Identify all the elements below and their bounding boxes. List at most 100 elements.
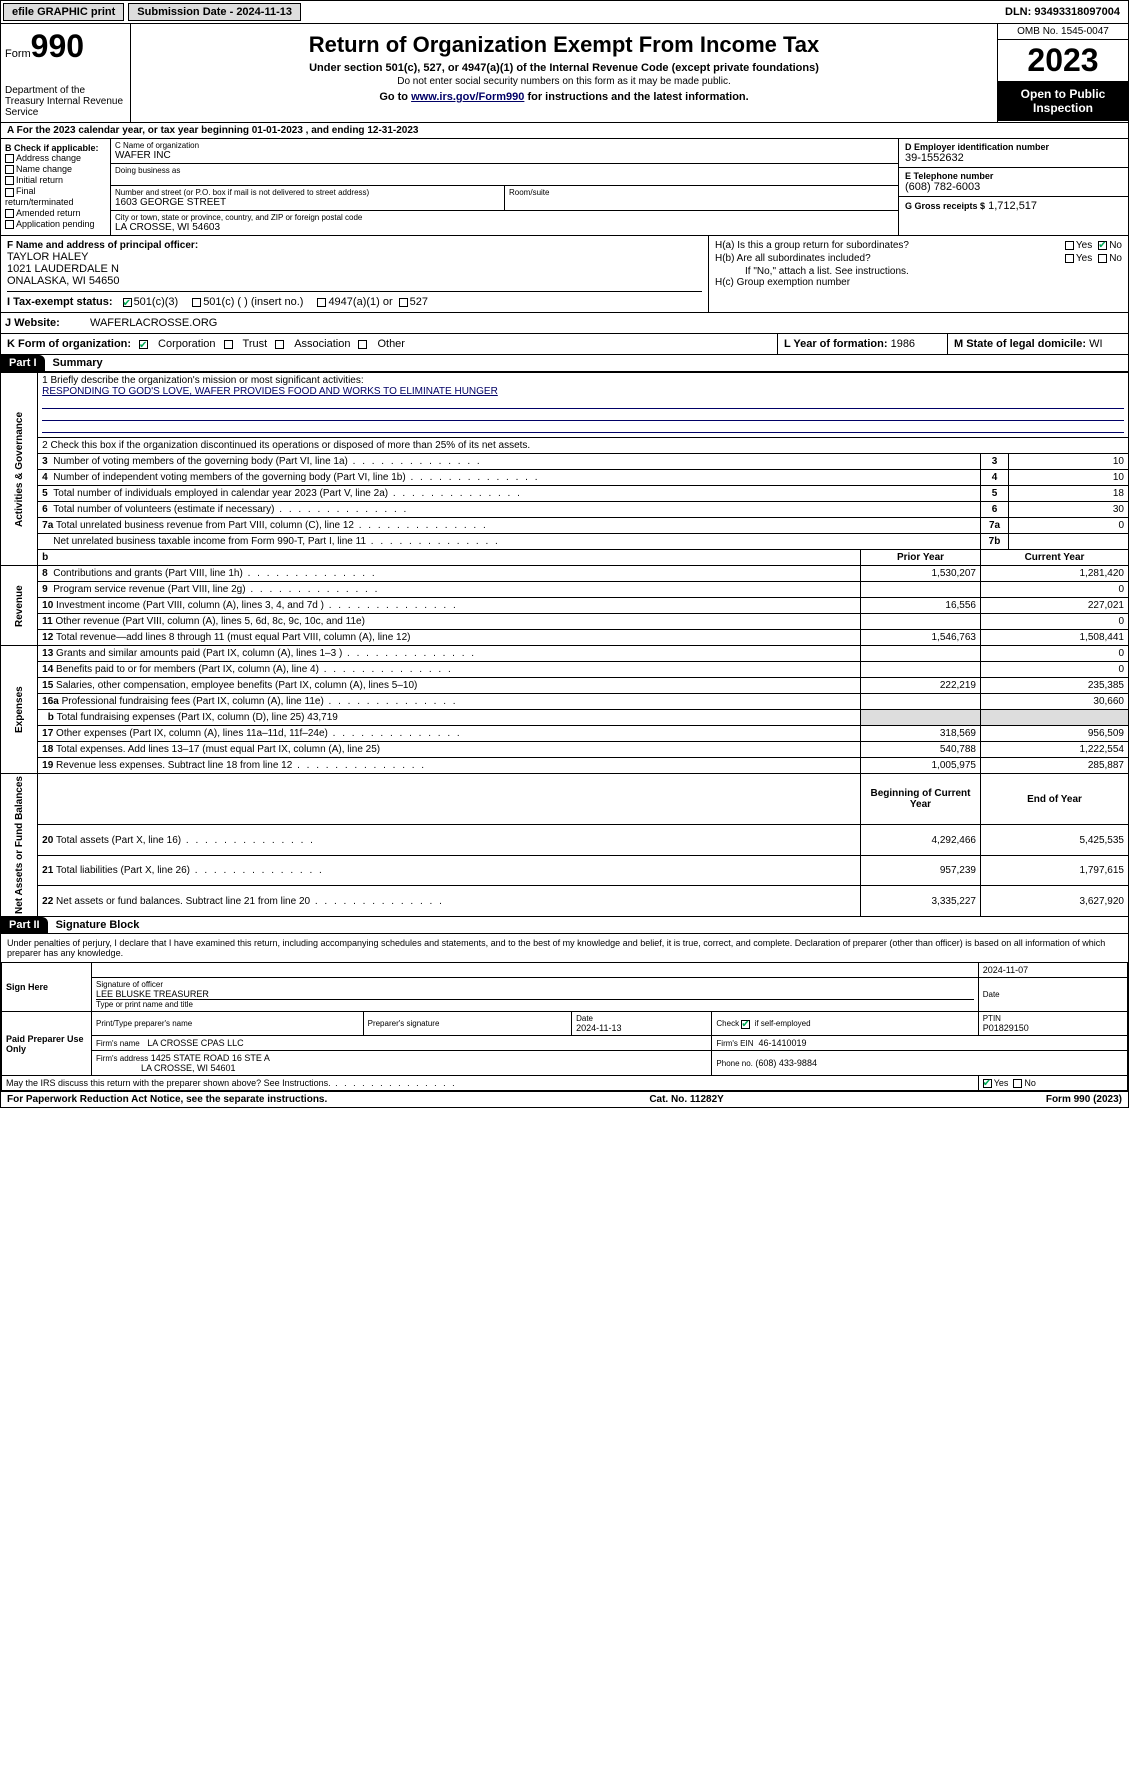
part1-num: Part I xyxy=(1,355,45,371)
hc-label: H(c) Group exemption number xyxy=(715,277,850,288)
chk-addr-change[interactable]: Address change xyxy=(5,153,106,163)
open-public-badge: Open to Public Inspection xyxy=(998,81,1128,121)
table-row: 5 Total number of individuals employed i… xyxy=(1,486,1129,502)
c-name-val: WAFER INC xyxy=(115,150,894,161)
c-addr-val: 1603 GEORGE STREET xyxy=(115,197,500,208)
j-val: WAFERLACROSSE.ORG xyxy=(86,313,1128,333)
chk-501c[interactable] xyxy=(192,298,201,307)
chk-4947[interactable] xyxy=(317,298,326,307)
section-rev: Revenue xyxy=(1,566,38,646)
c-name-label: C Name of organization xyxy=(115,141,894,150)
efile-btn[interactable]: efile GRAPHIC print xyxy=(3,3,124,21)
section-bcd: B Check if applicable: Address change Na… xyxy=(0,139,1129,236)
l-label: L Year of formation: xyxy=(784,338,888,350)
chk-pending[interactable]: Application pending xyxy=(5,219,106,229)
table-row: 7a Total unrelated business revenue from… xyxy=(1,518,1129,534)
form-ref: Form 990 (2023) xyxy=(1046,1094,1122,1105)
summary-table: Activities & Governance 1 Briefly descri… xyxy=(0,372,1129,917)
form-number: 990 xyxy=(31,28,84,64)
irs-link[interactable]: www.irs.gov/Form990 xyxy=(411,91,524,103)
chk-501c3[interactable] xyxy=(123,298,132,307)
f-name: TAYLOR HALEY xyxy=(7,251,702,263)
ha-yes[interactable] xyxy=(1065,241,1074,250)
d-tel-val: (608) 782-6003 xyxy=(905,181,1122,193)
page-footer: For Paperwork Reduction Act Notice, see … xyxy=(0,1092,1129,1108)
sign-here-label: Sign Here xyxy=(2,963,92,1012)
hb-yes[interactable] xyxy=(1065,254,1074,263)
chk-other[interactable] xyxy=(358,340,367,349)
table-row: 3 Number of voting members of the govern… xyxy=(1,454,1129,470)
l-val: 1986 xyxy=(891,338,915,350)
chk-527[interactable] xyxy=(399,298,408,307)
c-dba-label: Doing business as xyxy=(115,166,894,175)
chk-self-emp[interactable] xyxy=(741,1020,750,1029)
dln-text: DLN: 93493318097004 xyxy=(1005,6,1128,18)
part1-title: Summary xyxy=(45,355,111,371)
f-label: F Name and address of principal officer: xyxy=(7,240,702,251)
row-a-period: A For the 2023 calendar year, or tax yea… xyxy=(0,123,1129,139)
chk-assoc[interactable] xyxy=(275,340,284,349)
box-h: H(a) Is this a group return for subordin… xyxy=(708,236,1128,312)
chk-amended[interactable]: Amended return xyxy=(5,208,106,218)
sig-officer: LEE BLUSKE TREASURER xyxy=(96,989,974,999)
tax-year: 2023 xyxy=(998,40,1128,81)
sig-date-label: Date xyxy=(983,990,1123,999)
d-ein-label: D Employer identification number xyxy=(905,142,1122,152)
chk-name-change[interactable]: Name change xyxy=(5,164,106,174)
sig-officer-label: Signature of officer xyxy=(96,980,974,989)
d-gross-label: G Gross receipts $ xyxy=(905,201,985,211)
cat-no: Cat. No. 11282Y xyxy=(649,1094,723,1105)
m-label: M State of legal domicile: xyxy=(954,338,1086,350)
hb-no[interactable] xyxy=(1098,254,1107,263)
omb-number: OMB No. 1545-0047 xyxy=(998,24,1128,40)
chk-corp[interactable] xyxy=(139,340,148,349)
sig-type-label: Type or print name and title xyxy=(96,999,974,1009)
chk-final[interactable]: Final return/terminated xyxy=(5,186,106,206)
paperwork-notice: For Paperwork Reduction Act Notice, see … xyxy=(7,1094,327,1105)
c-city-val: LA CROSSE, WI 54603 xyxy=(115,222,894,233)
part2-bar: Part II Signature Block xyxy=(0,917,1129,934)
box-d: D Employer identification number 39-1552… xyxy=(898,139,1128,235)
d-gross-val: 1,712,517 xyxy=(988,200,1037,212)
table-row: Net unrelated business taxable income fr… xyxy=(1,534,1129,550)
discuss-no[interactable] xyxy=(1013,1079,1022,1088)
paid-preparer-label: Paid Preparer Use Only xyxy=(2,1012,92,1076)
i-label: I Tax-exempt status: xyxy=(7,296,113,308)
table-row: 4 Number of independent voting members o… xyxy=(1,470,1129,486)
ha-no[interactable] xyxy=(1098,241,1107,250)
l2: 2 Check this box if the organization dis… xyxy=(38,438,1129,454)
discuss-yes[interactable] xyxy=(983,1079,992,1088)
form-word: Form xyxy=(5,48,31,60)
c-addr-label: Number and street (or P.O. box if mail i… xyxy=(115,188,500,197)
dept-text: Department of the Treasury Internal Reve… xyxy=(5,85,126,118)
chk-initial[interactable]: Initial return xyxy=(5,175,106,185)
topbar: efile GRAPHIC print Submission Date - 20… xyxy=(0,0,1129,24)
section-gov: Activities & Governance xyxy=(1,373,38,566)
c-city-label: City or town, state or province, country… xyxy=(115,213,894,222)
hb-note: If "No," attach a list. See instructions… xyxy=(715,266,1122,277)
j-label: J Website: xyxy=(1,313,86,333)
ha-label: H(a) Is this a group return for subordin… xyxy=(715,240,1065,251)
sig-date: 2024-11-07 xyxy=(978,963,1127,978)
box-b-title: B Check if applicable: xyxy=(5,143,106,153)
box-b: B Check if applicable: Address change Na… xyxy=(1,139,111,235)
part2-title: Signature Block xyxy=(48,917,148,933)
f-addr1: 1021 LAUDERDALE N xyxy=(7,263,702,275)
table-row: 6 Total number of volunteers (estimate i… xyxy=(1,502,1129,518)
chk-trust[interactable] xyxy=(224,340,233,349)
f-addr2: ONALASKA, WI 54650 xyxy=(7,275,702,287)
hb-label: H(b) Are all subordinates included? xyxy=(715,253,1065,264)
form-link-line: Go to www.irs.gov/Form990 for instructio… xyxy=(135,91,993,103)
submission-btn[interactable]: Submission Date - 2024-11-13 xyxy=(128,3,301,21)
d-ein-val: 39-1552632 xyxy=(905,152,1122,164)
part2-num: Part II xyxy=(1,917,48,933)
form-title: Return of Organization Exempt From Incom… xyxy=(135,32,993,58)
box-f: F Name and address of principal officer:… xyxy=(1,236,708,312)
discuss-text: May the IRS discuss this return with the… xyxy=(6,1078,457,1088)
section-net: Net Assets or Fund Balances xyxy=(1,774,38,917)
declaration: Under penalties of perjury, I declare th… xyxy=(1,934,1128,962)
form-subtitle2: Do not enter social security numbers on … xyxy=(135,76,993,87)
form-header: Form990 Department of the Treasury Inter… xyxy=(0,24,1129,123)
row-klm: K Form of organization: Corporation Trus… xyxy=(0,334,1129,355)
part1-bar: Part I Summary xyxy=(0,355,1129,372)
